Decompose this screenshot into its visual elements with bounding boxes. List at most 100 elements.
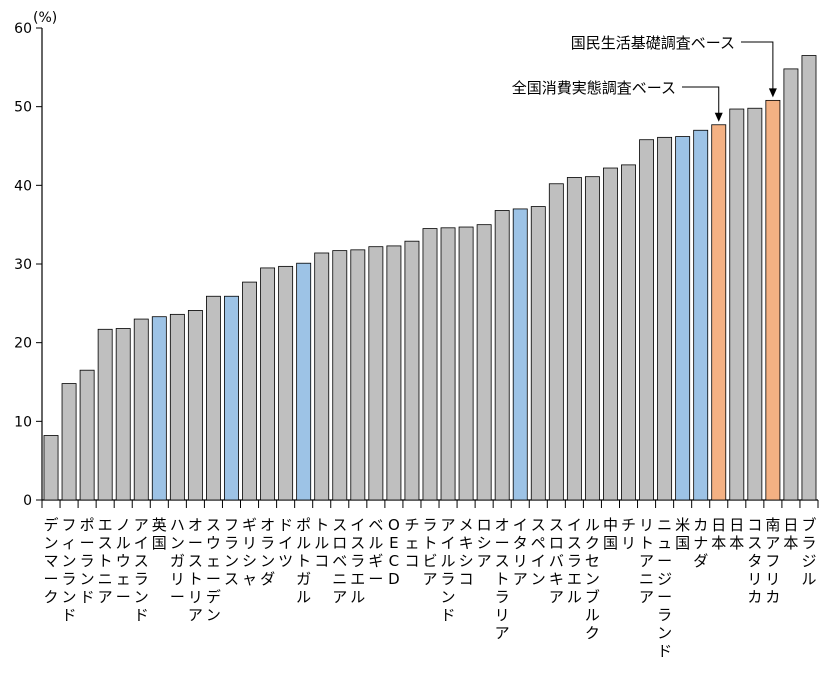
x-category-label: 日本 [729,516,744,552]
bar [765,99,781,501]
x-category-label: ロシア [477,516,492,570]
bar [187,310,203,501]
bar [801,55,817,501]
bar [350,249,366,501]
x-category-label: スロベニア [332,516,347,606]
x-category-label: 英国 [152,516,167,552]
bar [639,139,654,501]
bar [512,208,528,501]
bar [97,328,113,501]
x-category-label: スロバキア [549,516,564,606]
x-axis-ticks [41,500,819,508]
bar [603,167,618,501]
bar [476,224,492,501]
bar [693,129,709,501]
x-category-label: イスラエル [350,516,365,606]
annotation-label: 全国消費実態調査ベース [512,79,676,97]
x-category-label: ブラジル [801,516,816,588]
y-tick-label: 40 [14,178,32,194]
x-category-label: イスラエル [567,516,582,606]
bar [711,124,727,501]
y-tick-label: 50 [14,100,32,116]
x-category-label: デンマーク [44,516,59,606]
bar [115,328,131,501]
annotation-arrowhead [768,88,777,98]
x-category-label: ギリシャ [242,516,257,588]
y-tick-label: 30 [14,257,32,273]
bar [224,295,239,501]
y-tick-label: 20 [14,336,32,352]
bar [278,265,294,501]
x-category-label: メキシコ [459,516,474,588]
x-category-label: ラトビア [422,516,437,588]
y-tick-label: 10 [14,414,32,430]
bar [422,228,438,501]
bar [657,136,673,501]
bar [61,383,77,501]
x-category-label: イタリア [513,516,528,588]
x-category-label: アイルランド [441,516,456,624]
bar [260,267,276,501]
x-category-label: 中国 [603,516,618,552]
y-tick-label: 0 [23,493,32,509]
bar [314,252,330,501]
bar [530,206,546,501]
y-tick-label: 60 [14,21,32,37]
bar [43,435,59,501]
bar [548,183,564,501]
bar [332,250,348,501]
x-category-label: リトアニア [639,516,654,606]
x-category-label: 日本 [711,516,726,552]
x-category-label: カナダ [693,516,708,570]
x-category-label: フランス [224,516,239,588]
bar [566,177,582,501]
annotation-label: 国民生活基礎調査ベース [571,34,735,52]
bar [169,313,185,501]
bar [783,68,799,501]
x-category-label: ポルトガル [296,516,311,606]
x-category-label: スペイン [531,516,546,588]
x-category-label: 米国 [675,516,690,552]
y-axis-unit: (%) [33,10,57,26]
bar [621,164,636,501]
x-category-label: フィンランド [62,516,77,624]
x-category-label: チリ [621,516,636,552]
bar [79,369,95,501]
x-category-label: 日本 [783,516,798,552]
bar [747,107,763,501]
bar [368,246,384,501]
y-axis-ticks: 0 10 20 30 40 50 60 [14,21,42,509]
x-category-label: チェコ [404,516,419,570]
x-category-label: ニュージーランド [657,516,672,660]
bar [675,136,691,501]
x-category-label: オーストリア [188,516,203,624]
x-category-label: ノルウェー [116,516,131,606]
bar [386,245,402,501]
bar [729,108,745,501]
x-category-label: 南アフリカ [765,516,780,606]
x-category-label: ベルギー [368,516,383,588]
x-category-label: オランダ [260,516,275,588]
annotation-leader-line [682,86,720,117]
x-category-label: ハンガリー [170,516,185,606]
x-category-label: オーストラリア [495,516,510,642]
x-category-label: スウェーデン [206,516,221,624]
x-category-label: ルクセンブルク [585,516,600,642]
x-category-label: エストニア [98,516,113,606]
bar [151,316,167,501]
x-category-label: ドイツ [278,516,293,570]
bar [242,281,257,501]
x-category-label: コスタリカ [747,516,762,606]
x-category-label: トルコ [314,516,329,570]
bar [440,227,456,501]
bar [458,226,474,501]
annotation-arrowhead [714,112,723,122]
bar [206,295,221,501]
x-category-label: アイスランド [134,516,149,624]
annotation-leader-line [741,41,774,93]
x-category-label: ポーランド [80,516,95,606]
x-axis-labels: デンマークフィンランドポーランドエストニアノルウェーアイスランド英国ハンガリーオ… [44,516,817,660]
